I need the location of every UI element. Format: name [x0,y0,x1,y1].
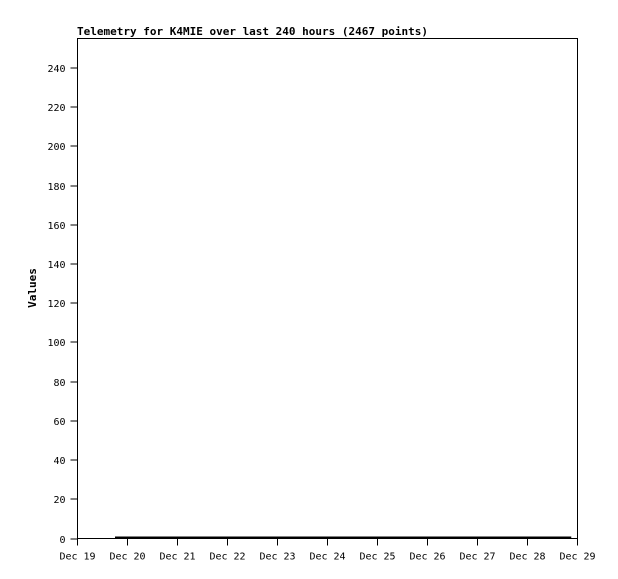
y-tick-label: 80 [53,378,65,389]
y-axis-label: Values [26,268,39,308]
y-tick-label: 200 [47,142,65,153]
plot-frame [77,38,578,539]
x-tick-label: Dec 28 [509,552,545,563]
y-tick-label: 160 [47,221,65,232]
x-tick-label: Dec 24 [309,552,345,563]
x-tick-label: Dec 21 [159,552,195,563]
x-tick-label: Dec 19 [59,552,95,563]
y-tick-label: 240 [47,64,65,75]
x-tick-label: Dec 20 [109,552,145,563]
y-tick-label: 0 [59,535,65,546]
x-tick-label: Dec 29 [559,552,595,563]
x-tick-label: Dec 23 [259,552,295,563]
x-tick-label: Dec 27 [459,552,495,563]
x-tick-label: Dec 22 [209,552,245,563]
chart-title: Telemetry for K4MIE over last 240 hours … [77,25,428,38]
y-tick-label: 220 [47,103,65,114]
y-tick-label: 180 [47,182,65,193]
y-tick-label: 40 [53,456,65,467]
y-tick-label: 60 [53,417,65,428]
y-tick-label: 100 [47,338,65,349]
y-tick-label: 20 [53,495,65,506]
y-tick-label: 140 [47,260,65,271]
x-tick-label: Dec 26 [409,552,445,563]
x-tick-label: Dec 25 [359,552,395,563]
y-tick-label: 120 [47,299,65,310]
